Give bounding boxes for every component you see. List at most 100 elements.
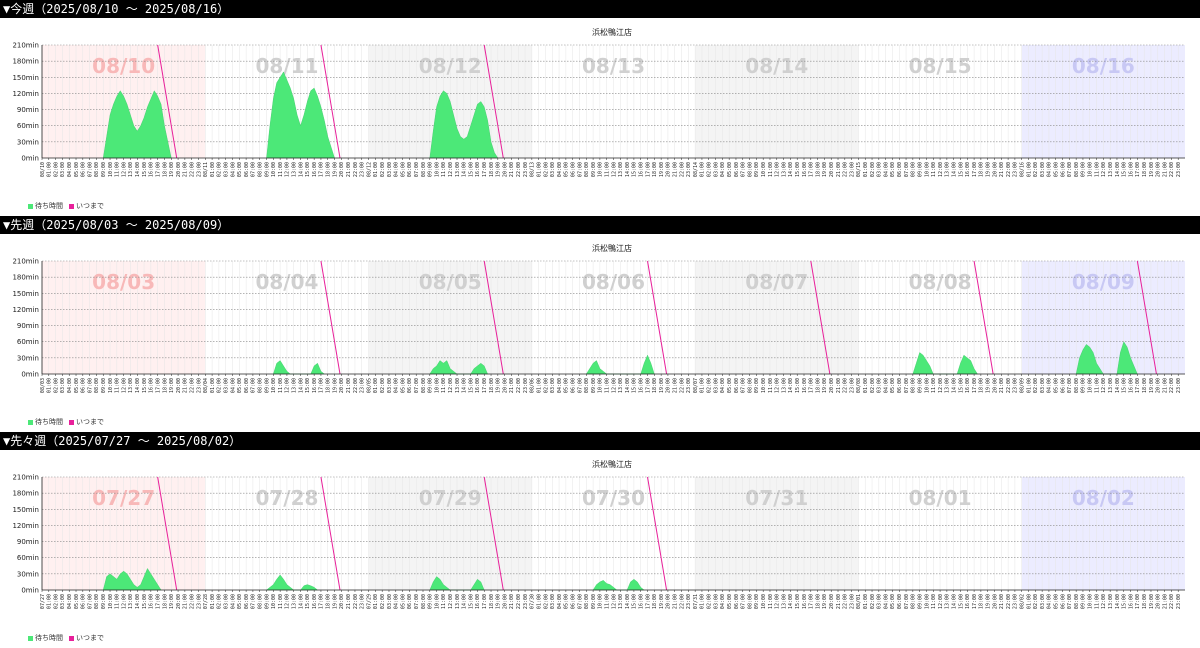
x-tick-label: 11:00 <box>115 162 121 177</box>
x-tick-label: 14:00 <box>625 594 631 609</box>
y-tick-label: 90min <box>17 106 39 114</box>
x-tick-label: 12:00 <box>121 594 127 609</box>
x-tick-label: 20:00 <box>502 594 508 609</box>
x-tick-label: 18:00 <box>979 594 985 609</box>
x-tick-label: 16:00 <box>639 378 645 393</box>
legend: 待ち時間 いつまで <box>28 417 104 427</box>
x-tick-label: 23:00 <box>523 594 529 609</box>
x-tick-label: 20:00 <box>829 378 835 393</box>
x-tick-label: 07:00 <box>251 162 257 177</box>
x-tick-label: 05:00 <box>237 594 243 609</box>
day-label: 07/29 <box>419 486 482 510</box>
x-tick-label: 07:00 <box>741 378 747 393</box>
x-tick-label: 21:00 <box>183 162 189 177</box>
x-tick-label: 08:00 <box>1074 162 1080 177</box>
x-tick-label: 07/31 <box>693 594 699 609</box>
x-tick-label: 08:00 <box>584 162 590 177</box>
x-tick-label: 21:00 <box>673 594 679 609</box>
x-tick-label: 20:00 <box>829 162 835 177</box>
x-tick-label: 01:00 <box>373 594 379 609</box>
x-tick-label: 16:00 <box>1128 594 1134 609</box>
x-tick-label: 22:00 <box>679 162 685 177</box>
x-tick-label: 18:00 <box>1142 378 1148 393</box>
x-tick-label: 23:00 <box>1013 378 1019 393</box>
x-tick-label: 17:00 <box>155 378 161 393</box>
x-tick-label: 17:00 <box>155 594 161 609</box>
x-tick-label: 23:00 <box>523 378 529 393</box>
x-tick-label: 13:00 <box>618 162 624 177</box>
x-tick-label: 13:00 <box>128 162 134 177</box>
x-tick-label: 12:00 <box>285 378 291 393</box>
x-tick-label: 01:00 <box>47 162 53 177</box>
day-label: 07/30 <box>582 486 645 510</box>
x-tick-label: 04:00 <box>557 594 563 609</box>
x-tick-label: 07/28 <box>203 594 209 609</box>
until-line <box>320 44 341 159</box>
x-tick-label: 07:00 <box>251 594 257 609</box>
x-tick-label: 19:00 <box>169 378 175 393</box>
x-tick-label: 07:00 <box>1067 162 1073 177</box>
x-tick-label: 23:00 <box>196 594 202 609</box>
x-tick-label: 13:00 <box>292 594 298 609</box>
x-tick-label: 11:00 <box>768 162 774 177</box>
x-tick-label: 20:00 <box>992 162 998 177</box>
x-tick-label: 10:00 <box>434 378 440 393</box>
x-tick-label: 08/15 <box>856 162 862 177</box>
x-tick-label: 16:00 <box>802 378 808 393</box>
legend-until: いつまで <box>69 417 104 427</box>
x-tick-label: 03:00 <box>550 378 556 393</box>
x-tick-label: 03:00 <box>387 162 393 177</box>
x-tick-label: 08/12 <box>366 162 372 177</box>
x-tick-label: 21:00 <box>346 378 352 393</box>
x-tick-label: 20:00 <box>339 594 345 609</box>
day-label: 08/09 <box>1072 270 1135 294</box>
x-tick-label: 17:00 <box>1135 594 1141 609</box>
x-tick-label: 01:00 <box>536 378 542 393</box>
x-tick-label: 02:00 <box>53 378 59 393</box>
x-tick-label: 15:00 <box>305 162 311 177</box>
day-label: 08/01 <box>909 486 972 510</box>
x-tick-label: 07:00 <box>1067 594 1073 609</box>
x-tick-label: 06:00 <box>244 162 250 177</box>
x-tick-label: 17:00 <box>645 162 651 177</box>
x-tick-label: 15:00 <box>142 378 148 393</box>
x-tick-label: 19:00 <box>659 162 665 177</box>
x-tick-label: 06:00 <box>244 594 250 609</box>
x-tick-label: 14:00 <box>951 594 957 609</box>
x-tick-label: 09:00 <box>264 594 270 609</box>
x-tick-label: 21:00 <box>1162 594 1168 609</box>
x-tick-label: 06:00 <box>734 378 740 393</box>
y-tick-label: 120min <box>12 90 39 98</box>
x-tick-label: 17:00 <box>319 162 325 177</box>
y-tick-label: 60min <box>17 338 39 346</box>
x-tick-label: 16:00 <box>149 378 155 393</box>
x-tick-label: 20:00 <box>666 594 672 609</box>
x-tick-label: 13:00 <box>618 378 624 393</box>
x-tick-label: 08:00 <box>258 378 264 393</box>
until-line <box>157 476 178 591</box>
x-tick-label: 09:00 <box>101 378 107 393</box>
x-tick-label: 17:00 <box>1135 378 1141 393</box>
y-tick-label: 120min <box>12 306 39 314</box>
x-tick-label: 15:00 <box>1122 594 1128 609</box>
x-tick-label: 02:00 <box>1033 162 1039 177</box>
x-tick-label: 08:00 <box>258 162 264 177</box>
wait-area <box>273 360 325 375</box>
x-tick-label: 07:00 <box>904 594 910 609</box>
x-tick-label: 23:00 <box>360 162 366 177</box>
x-tick-label: 21:00 <box>673 378 679 393</box>
x-tick-label: 05:00 <box>400 162 406 177</box>
x-tick-label: 08/11 <box>203 162 209 177</box>
x-tick-label: 23:00 <box>686 378 692 393</box>
x-tick-label: 05:00 <box>237 378 243 393</box>
x-tick-label: 14:00 <box>135 594 141 609</box>
x-tick-label: 05:00 <box>727 162 733 177</box>
x-tick-label: 20:00 <box>666 378 672 393</box>
x-tick-label: 12:00 <box>1101 378 1107 393</box>
x-tick-label: 18:00 <box>162 378 168 393</box>
x-tick-label: 22:00 <box>1006 594 1012 609</box>
x-tick-label: 10:00 <box>924 594 930 609</box>
day-label: 08/14 <box>745 54 808 78</box>
y-tick-label: 120min <box>12 522 39 530</box>
x-tick-label: 07:00 <box>251 378 257 393</box>
